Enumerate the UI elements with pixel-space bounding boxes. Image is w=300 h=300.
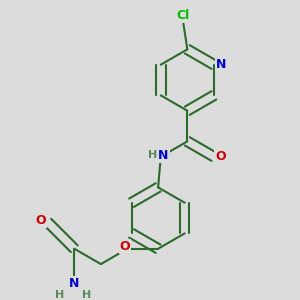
Text: H: H — [148, 150, 157, 160]
Text: Cl: Cl — [177, 9, 190, 22]
Text: O: O — [119, 240, 130, 253]
Text: O: O — [36, 214, 46, 227]
Text: O: O — [215, 150, 226, 163]
Text: N: N — [69, 277, 80, 290]
Text: N: N — [158, 149, 169, 162]
Text: H: H — [55, 290, 64, 300]
Text: N: N — [215, 58, 226, 71]
Text: H: H — [82, 290, 91, 300]
